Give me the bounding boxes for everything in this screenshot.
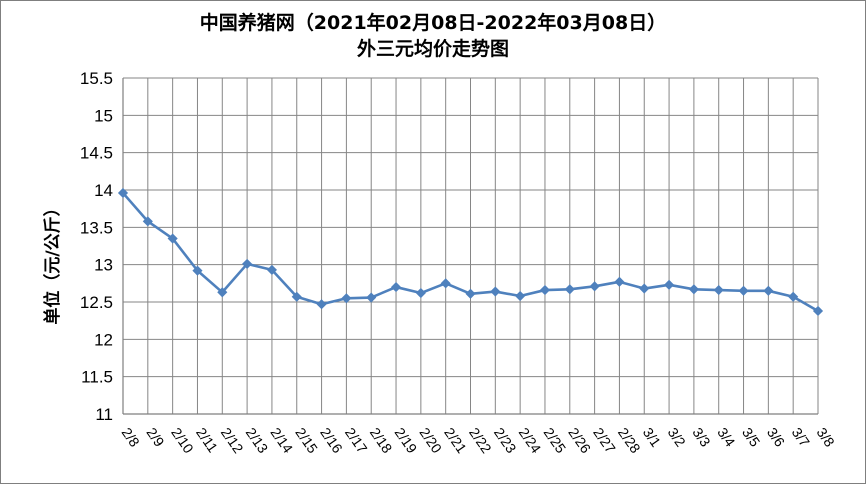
x-tick-label: 2/17 <box>342 425 371 457</box>
y-tick-label: 12.5 <box>80 293 113 312</box>
data-point <box>167 233 178 244</box>
data-point <box>763 285 774 296</box>
data-point <box>490 286 501 297</box>
data-point <box>341 293 352 304</box>
data-point <box>788 291 799 302</box>
data-point <box>738 285 749 296</box>
x-tick-label: 2/21 <box>441 425 470 457</box>
y-tick-label: 12 <box>94 330 113 349</box>
data-point <box>589 281 600 292</box>
y-tick-labels: 11 11.5 12 12.5 13 13.5 14 14.5 15 15.5 <box>80 69 113 424</box>
x-tick-label: 2/18 <box>367 425 396 457</box>
x-tick-label: 3/8 <box>814 425 838 450</box>
data-point <box>614 276 625 287</box>
x-tick-label: 2/22 <box>466 425 495 457</box>
x-tick-label: 2/13 <box>243 425 272 457</box>
data-point <box>242 258 253 269</box>
data-point <box>515 290 526 302</box>
x-tick-label: 2/16 <box>317 425 346 457</box>
x-tick-label: 2/10 <box>168 425 197 457</box>
data-point <box>688 284 699 295</box>
y-axis-label: 单位（元/公斤） <box>42 199 63 324</box>
x-tick-label: 2/14 <box>267 425 296 457</box>
y-tick-label: 14 <box>94 181 113 200</box>
data-point <box>465 288 476 299</box>
data-point <box>217 287 228 298</box>
y-tick-label: 15 <box>94 106 113 125</box>
x-tick-label: 2/19 <box>392 425 421 457</box>
x-tick-label: 3/3 <box>689 425 713 450</box>
data-point <box>390 282 402 293</box>
x-tick-label: 2/15 <box>292 425 321 457</box>
data-point <box>440 278 451 289</box>
data-point <box>664 279 675 290</box>
y-tick-label: 13.5 <box>80 218 113 237</box>
x-tick-label: 2/12 <box>218 425 247 457</box>
x-tick-label: 2/24 <box>516 425 545 457</box>
x-tick-labels: 2/8 2/9 2/102/112/122/132/142/152/162/172/… <box>119 425 838 457</box>
x-tick-label: 3/4 <box>714 425 738 450</box>
x-tick-label: 2/20 <box>416 425 445 457</box>
x-tick-label: 2/25 <box>541 425 570 457</box>
data-point <box>266 264 277 275</box>
grid-lines <box>122 77 819 415</box>
x-tick-label: 2/23 <box>491 425 520 457</box>
x-tick-label: 3/2 <box>665 425 689 450</box>
y-tick-label: 15.5 <box>80 69 113 88</box>
x-tick-label: 2/9 <box>143 425 167 450</box>
y-tick-label: 11.5 <box>81 368 113 387</box>
data-point <box>192 265 203 276</box>
x-tick-label: 3/6 <box>764 425 788 450</box>
data-point <box>142 216 153 227</box>
x-tick-label: 2/28 <box>615 425 644 457</box>
axes <box>122 78 818 415</box>
x-tick-label: 2/26 <box>565 425 594 457</box>
y-tick-label: 11 <box>95 405 113 424</box>
y-tick-label: 14.5 <box>80 144 113 163</box>
x-tick-label: 3/5 <box>739 425 763 450</box>
chart-title: 中国养猪网（2021年02月08日-2022年03月08日） <box>199 12 667 34</box>
x-tick-label: 2/8 <box>119 425 143 450</box>
data-point <box>291 291 302 302</box>
data-point <box>639 283 650 294</box>
data-point <box>539 284 551 296</box>
data-point <box>812 305 824 317</box>
data-point <box>366 292 377 303</box>
x-tick-label: 2/11 <box>193 425 221 456</box>
data-point <box>415 287 426 299</box>
x-tick-label: 2/27 <box>590 425 619 457</box>
data-point <box>316 299 327 310</box>
chart-subtitle: 外三元均价走势图 <box>356 38 509 60</box>
series-price <box>117 187 824 317</box>
x-tick-label: 3/7 <box>789 425 813 450</box>
data-point <box>117 187 129 199</box>
data-point <box>564 284 575 295</box>
data-point <box>713 284 724 296</box>
y-tick-label: 13 <box>94 256 113 275</box>
